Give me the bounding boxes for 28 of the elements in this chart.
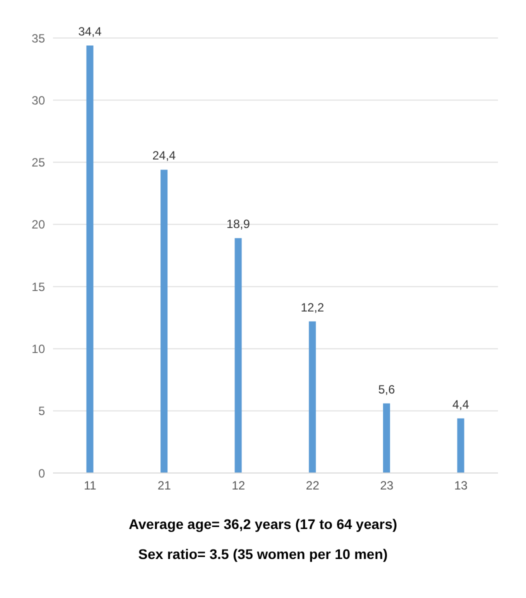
bar	[234, 238, 242, 473]
y-tick-label: 20	[32, 218, 46, 232]
y-tick-label: 10	[32, 342, 46, 356]
bar	[160, 170, 168, 473]
text: Sex ratio= 3.5 (35 women per 10 men)	[137, 546, 389, 562]
x-tick-label: 13	[454, 478, 468, 493]
data-label: 12,2	[300, 300, 324, 314]
x-tick-label: 21	[158, 478, 172, 493]
bar	[308, 321, 316, 473]
bar	[457, 418, 464, 473]
x-tick-label: 11	[84, 478, 97, 493]
y-tick-label: 0	[38, 466, 46, 480]
data-label: 18,9	[226, 217, 250, 232]
y-tick-label: 25	[32, 156, 46, 170]
x-tick-label: 12	[232, 478, 246, 493]
bar	[383, 403, 390, 473]
data-label: 5,6	[378, 382, 396, 396]
x-tick-label: 22	[306, 478, 320, 493]
y-tick-label: 30	[32, 93, 46, 108]
data-label: 34,4	[78, 24, 102, 38]
bar	[86, 45, 94, 473]
data-label: 4,4	[452, 397, 470, 412]
y-tick-label: 15	[32, 280, 46, 294]
y-tick-label: 5	[38, 404, 46, 418]
data-label: 24,4	[152, 148, 176, 163]
x-tick-label: 23	[380, 478, 394, 493]
y-tick-label: 35	[32, 31, 46, 46]
text: Average age= 36,2 years (17 to 64 years)	[128, 516, 398, 532]
